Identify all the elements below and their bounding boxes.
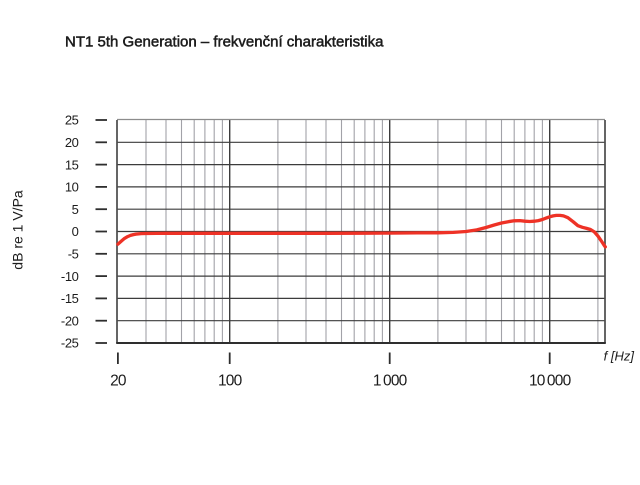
svg-text:-5: -5 xyxy=(68,247,79,262)
svg-text:-10: -10 xyxy=(61,269,79,284)
svg-text:-25: -25 xyxy=(61,336,79,351)
svg-text:dB re 1 V/Pa: dB re 1 V/Pa xyxy=(10,190,26,270)
svg-text:NT1 5th Generation – frekvenčn: NT1 5th Generation – frekvenční charakte… xyxy=(65,34,384,51)
svg-text:f [Hz]: f [Hz] xyxy=(604,349,635,364)
svg-text:5: 5 xyxy=(72,202,79,217)
svg-text:20: 20 xyxy=(110,373,127,390)
svg-text:25: 25 xyxy=(65,113,79,128)
svg-text:15: 15 xyxy=(65,157,79,172)
svg-text:0: 0 xyxy=(72,224,79,239)
svg-text:1 000: 1 000 xyxy=(373,373,408,390)
svg-text:100: 100 xyxy=(218,373,243,390)
svg-text:10 000: 10 000 xyxy=(529,373,572,390)
svg-text:10: 10 xyxy=(65,180,79,195)
svg-text:-15: -15 xyxy=(61,291,79,306)
svg-text:20: 20 xyxy=(65,135,79,150)
svg-text:-20: -20 xyxy=(61,313,79,328)
